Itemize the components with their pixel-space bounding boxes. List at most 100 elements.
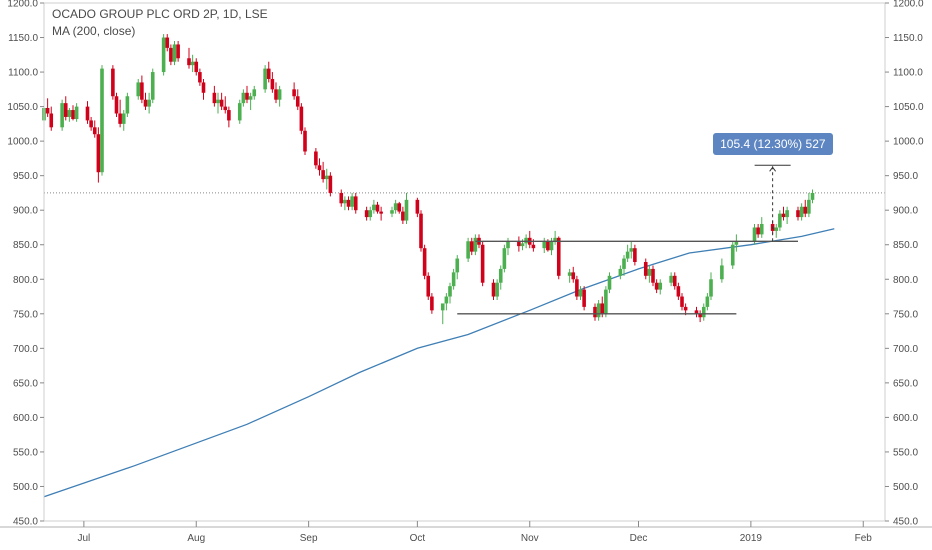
levels	[457, 240, 798, 315]
candle-down	[353, 192, 358, 214]
candle-body	[654, 282, 659, 290]
candle-down	[85, 101, 90, 124]
candle-down	[92, 120, 97, 138]
candle-down	[401, 206, 405, 225]
candle-body	[752, 227, 757, 242]
candle-body	[709, 279, 713, 297]
candle-body	[252, 89, 257, 97]
y-tick-label-right: 850.0	[893, 240, 918, 251]
candle-body	[85, 106, 90, 121]
candle-down	[430, 293, 434, 314]
candle-body	[618, 268, 623, 276]
candle-down	[63, 96, 68, 121]
candle-down	[803, 199, 808, 218]
y-tick-label-left: 500.0	[13, 482, 38, 493]
chart-legend: OCADO GROUP PLC ORD 2P, 1D, LSE MA (200,…	[52, 6, 268, 40]
candle-body	[263, 68, 267, 90]
y-tick-label-left: 1150.0	[8, 33, 38, 44]
candle-body	[698, 313, 702, 318]
candle-up	[596, 299, 601, 321]
candle-down	[781, 206, 786, 221]
ma200-line	[43, 228, 835, 498]
candle-body	[593, 306, 597, 318]
candle-down	[114, 92, 119, 117]
candle-body	[730, 244, 735, 266]
y-tick-label-right: 600.0	[893, 413, 918, 424]
candle-body	[321, 170, 325, 180]
candle-body	[506, 241, 510, 249]
candle-up	[778, 210, 782, 231]
candle-body	[705, 296, 710, 307]
candle-up	[60, 99, 64, 131]
candle-body	[49, 113, 54, 128]
candle-down	[491, 279, 496, 300]
y-tick-label-right: 550.0	[893, 447, 918, 458]
candle-body	[237, 103, 242, 121]
y-tick-label-left: 1200.0	[7, 0, 38, 10]
candle-down	[426, 272, 431, 300]
candle-body	[422, 248, 427, 276]
candle-body	[556, 237, 561, 276]
candle-down	[419, 210, 423, 252]
candle-up	[448, 282, 452, 304]
candle-down	[680, 293, 684, 311]
candle-body	[542, 241, 547, 249]
candle-body	[419, 213, 423, 249]
candle-up	[466, 237, 470, 262]
candle-down	[676, 282, 681, 300]
candle-body	[92, 127, 97, 135]
candle-body	[578, 289, 583, 297]
candle-body	[353, 196, 358, 211]
candle-body	[440, 303, 445, 311]
candle-body	[480, 244, 485, 283]
y-tick-label-right: 1150.0	[893, 33, 923, 44]
candle-body	[194, 61, 199, 73]
candle-body	[328, 175, 333, 193]
x-tick-label: Sep	[300, 533, 318, 544]
candle-down	[299, 103, 304, 135]
candle-up	[241, 89, 246, 107]
candle-body	[426, 275, 431, 297]
candle-down	[422, 244, 427, 280]
candle-down	[303, 127, 307, 155]
candle-body	[622, 258, 626, 269]
candle-body	[781, 213, 786, 218]
y-tick-label-left: 950.0	[13, 171, 38, 182]
y-tick-label-left: 1000.0	[7, 137, 38, 148]
candle-body	[734, 241, 739, 245]
candle-body	[67, 110, 72, 117]
candle-body	[136, 82, 141, 97]
candle-body	[785, 210, 789, 218]
candle-body	[364, 210, 369, 218]
x-tick-label: Aug	[187, 533, 205, 544]
candle-body	[45, 107, 50, 114]
candle-up	[237, 99, 242, 124]
candle-up	[730, 241, 735, 269]
candle-down	[165, 34, 170, 52]
candle-up	[542, 237, 547, 254]
y-tick-label-left: 800.0	[13, 275, 38, 286]
candle-down	[140, 75, 144, 104]
candle-up	[372, 199, 376, 214]
candle-up	[444, 293, 449, 311]
y-tick-label-right: 1000.0	[893, 137, 924, 148]
y-tick-label-left: 600.0	[13, 413, 38, 424]
candle-body	[658, 282, 663, 290]
candle-up	[669, 272, 673, 287]
candle-body	[212, 92, 217, 104]
candle-down	[198, 68, 202, 86]
y-tick-label-right: 800.0	[893, 275, 918, 286]
candle-up	[629, 241, 634, 259]
candle-up	[440, 303, 445, 325]
candle-body	[292, 89, 296, 97]
candle-down	[480, 241, 485, 287]
measure-label: 105.4 (12.30%) 527	[713, 133, 833, 156]
candle-up	[607, 272, 612, 294]
candle-up	[495, 279, 499, 300]
candle-down	[314, 148, 318, 169]
candle-down	[111, 65, 115, 100]
candle-up	[705, 293, 710, 311]
candle-body	[651, 268, 655, 283]
